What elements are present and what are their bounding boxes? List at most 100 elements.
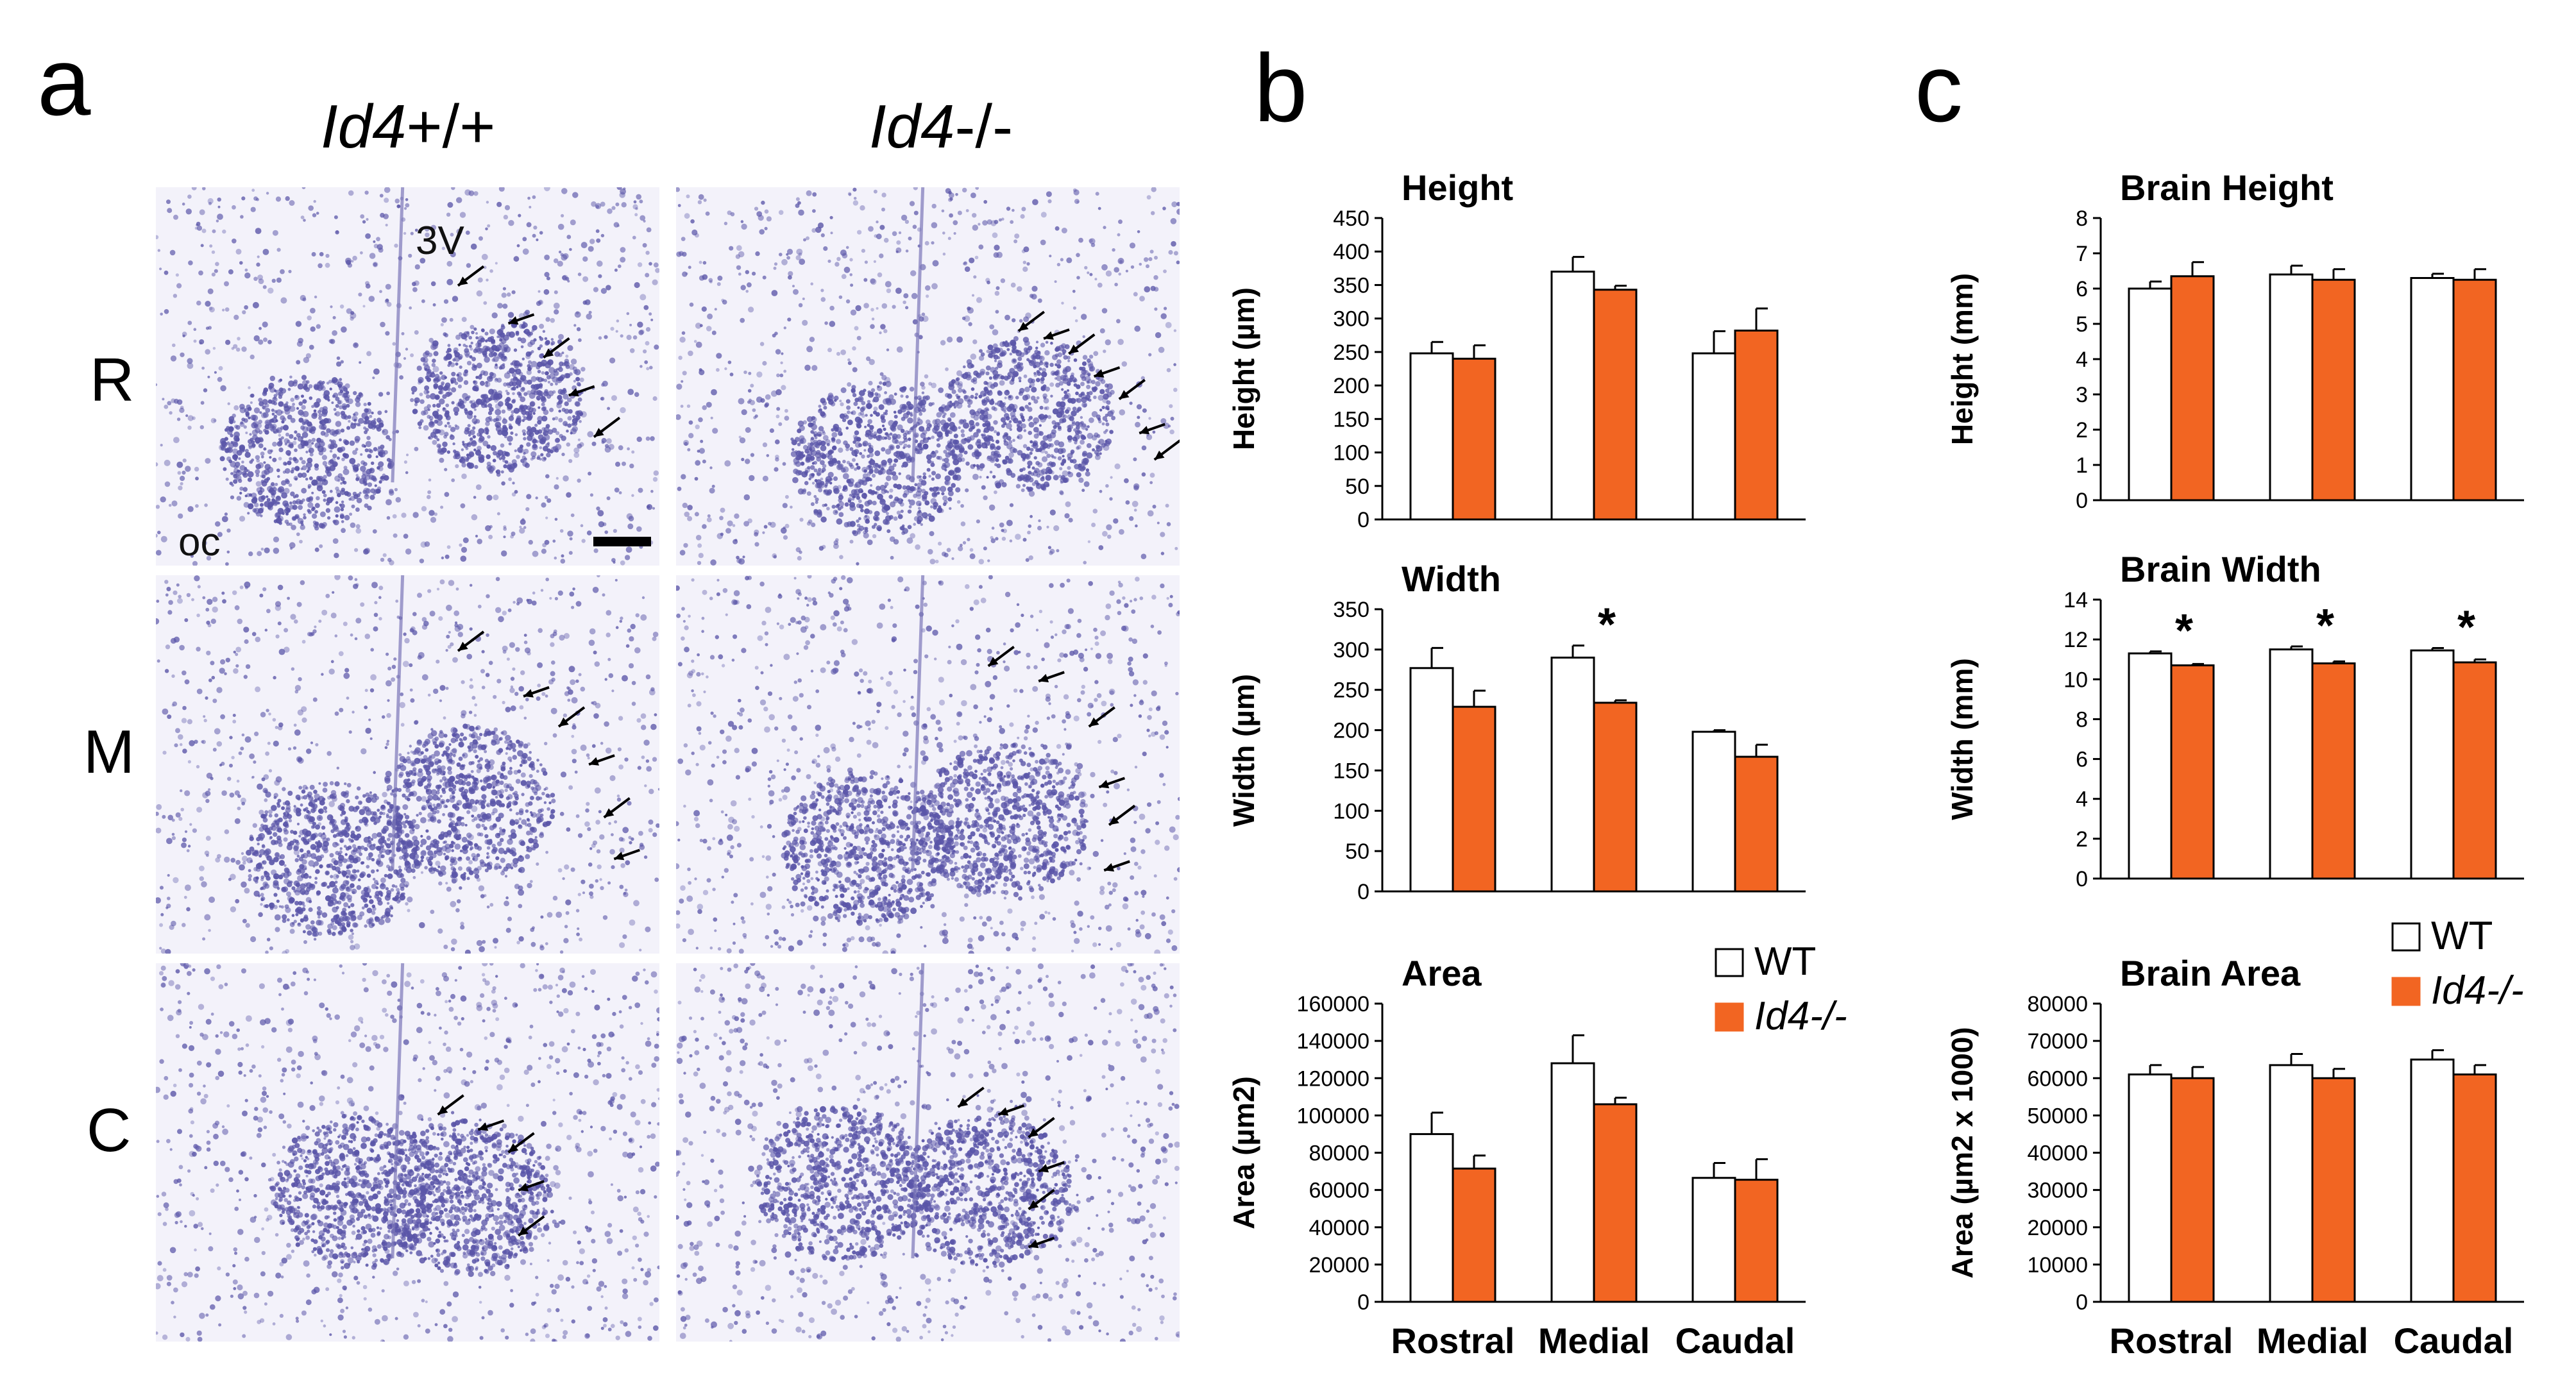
bar-ko: [2170, 275, 2215, 501]
y-tick-label: 0: [2076, 489, 2088, 513]
y-tick-label: 0: [2076, 867, 2088, 891]
gene-name: Id4: [869, 92, 955, 161]
y-tick-label: 8: [2076, 707, 2088, 732]
micrograph-wt-medial: [156, 575, 659, 954]
arrow-marker: [593, 416, 621, 438]
bar-wt: [1409, 1133, 1454, 1303]
bar-wt: [1691, 730, 1736, 893]
y-tick-label: 3: [2076, 383, 2088, 407]
bar-wt: [2269, 273, 2314, 501]
category-label: Caudal: [2394, 1320, 2514, 1361]
y-tick-label: 200: [1333, 719, 1369, 743]
category-label: Medial: [1538, 1320, 1650, 1361]
arrow-marker: [997, 1104, 1025, 1116]
arrow-marker: [1043, 328, 1070, 340]
bar-wt: [1691, 352, 1736, 521]
micrograph-ko-medial: [676, 575, 1180, 954]
arrow-marker: [518, 1180, 545, 1192]
bar-wt: [2128, 287, 2173, 501]
arrow-marker: [523, 686, 550, 698]
micrograph-wt-rostral: [156, 187, 659, 566]
arrow-marker: [507, 1132, 535, 1154]
y-tick-label: 50: [1345, 839, 1369, 864]
y-tick-label: 100: [1333, 799, 1369, 823]
arrow-marker: [1028, 1116, 1055, 1138]
scale-bar: [593, 537, 651, 546]
row-label-rostral: R: [90, 346, 135, 414]
y-tick-label: 0: [1357, 508, 1369, 532]
bar-ko: [2452, 661, 2497, 880]
y-axis-label: Width (µm): [1227, 674, 1260, 827]
arrow-marker: [957, 1086, 985, 1108]
micrograph-texture: [156, 963, 659, 1342]
bar-ko: [1734, 1179, 1779, 1303]
y-tick-label: 350: [1333, 598, 1369, 622]
bar-wt: [2269, 1064, 2314, 1303]
bar-ko: [1593, 1103, 1638, 1303]
arrow-marker: [1038, 1161, 1065, 1173]
arrow-marker: [588, 754, 615, 766]
y-tick-label: 2: [2076, 827, 2088, 852]
arrow-marker: [1153, 439, 1180, 461]
bar-wt: [1550, 656, 1595, 893]
arrow-marker: [457, 630, 485, 652]
legend-label-ko: Id4-/-: [2431, 968, 2524, 1013]
y-tick-label: 300: [1333, 638, 1369, 662]
category-label: Medial: [2257, 1320, 2368, 1361]
legend-swatch-ko: [1715, 1002, 1744, 1032]
legend-label-wt: WT: [2431, 914, 2493, 958]
arrow-marker: [518, 1215, 545, 1237]
bar-wt: [1409, 667, 1454, 893]
micrograph-ko-rostral: [676, 187, 1180, 566]
chart-title: Brain Height: [2120, 167, 2334, 208]
row-label-caudal: C: [87, 1096, 131, 1165]
y-tick-label: 6: [2076, 748, 2088, 772]
arrow-marker: [477, 1119, 505, 1131]
arrow-marker: [603, 797, 631, 819]
arrow-marker: [1038, 671, 1065, 683]
bar-ko: [2311, 662, 2356, 880]
y-axis-label: Width (mm): [1945, 658, 1979, 820]
y-tick-label: 0: [2076, 1290, 2088, 1315]
y-tick-label: 120000: [1297, 1066, 1369, 1091]
bar-ko: [1734, 329, 1779, 521]
y-tick-label: 30000: [2027, 1179, 2088, 1203]
arrow-marker: [568, 385, 595, 397]
y-tick-label: 10: [2063, 668, 2088, 692]
y-tick-label: 2: [2076, 418, 2088, 442]
bar-wt: [2128, 1073, 2173, 1303]
micrograph-texture: [676, 963, 1180, 1342]
y-axis-label: Area (µm2): [1227, 1076, 1260, 1229]
arrow-marker: [1108, 804, 1136, 826]
bar-wt: [2410, 277, 2455, 501]
micrograph-texture: [156, 187, 659, 566]
micrograph-texture: [156, 575, 659, 954]
panel-letter-a: a: [37, 28, 91, 135]
y-tick-label: 100: [1333, 441, 1369, 466]
micrograph-texture: [676, 575, 1180, 954]
y-tick-label: 100000: [1297, 1104, 1369, 1128]
significance-asterisk: *: [2457, 602, 2475, 653]
y-tick-label: 450: [1333, 206, 1369, 231]
gene-name: Id4: [321, 92, 407, 161]
micrograph-wt-caudal: [156, 963, 659, 1342]
arrow-marker: [613, 848, 641, 861]
y-tick-label: 250: [1333, 341, 1369, 365]
arrow-marker: [1068, 333, 1096, 355]
bar-wt: [2410, 1058, 2455, 1303]
y-axis-label: Height (mm): [1945, 273, 1979, 445]
y-tick-label: 8: [2076, 206, 2088, 231]
category-label: Rostral: [1391, 1320, 1515, 1361]
arrow-marker: [1118, 378, 1146, 400]
arrow-marker: [437, 1094, 464, 1116]
genotype: -/-: [954, 92, 1013, 161]
bar-wt: [2128, 652, 2173, 880]
y-tick-label: 20000: [1309, 1253, 1369, 1277]
arrow-marker: [1103, 860, 1130, 872]
y-axis-label: Height (µm): [1227, 287, 1260, 450]
arrow-marker: [557, 706, 586, 728]
y-tick-label: 80000: [1309, 1141, 1369, 1166]
bar-wt: [1550, 1062, 1595, 1303]
bar-ko: [1452, 705, 1496, 893]
